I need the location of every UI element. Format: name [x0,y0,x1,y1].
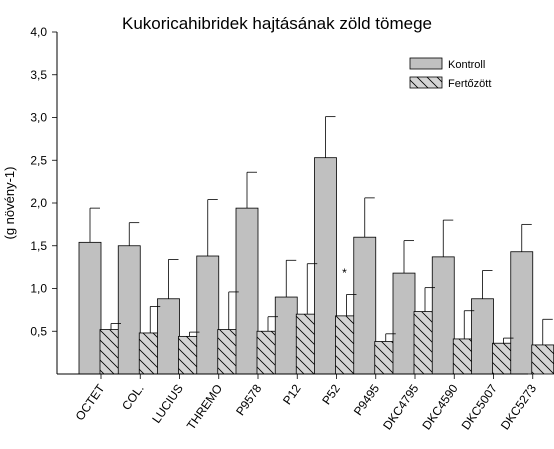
bar-dkc4795-kontroll [392,272,416,375]
y-tick-label: 3,0 [30,111,47,125]
bar-lucius-kontroll [157,298,180,375]
y-tick-label: 3,5 [30,68,47,82]
bar-p9495-kontroll [353,236,377,375]
bar-p52-kontroll [314,157,337,375]
bar-p9578-kontroll [235,207,259,375]
axes-layer [52,31,534,379]
bar-dkc5273-fertozott [531,344,554,375]
x-tick-label: DKC4590 [419,381,460,432]
bar-p12-kontroll [274,296,298,375]
legend: Kontroll Fertőzött [409,57,491,90]
bar-octet-kontroll [78,241,102,375]
y-tick-label: 2,5 [30,153,47,167]
chart-title: Kukoricahibridek hajtásának zöld tömege [122,14,432,33]
x-tick-label: P12 [280,381,304,407]
bar-thremo-kontroll [196,255,220,375]
legend-swatch-kontroll [409,57,443,70]
bar-col-kontroll [117,245,141,375]
bar-dkc5007-kontroll [471,298,494,375]
legend-swatch-fertozott [409,76,443,89]
x-tick-label: THREMO [184,382,225,433]
x-tick-label: COL. [119,382,147,413]
x-tick-label: OCTET [73,381,108,423]
legend-label-kontroll: Kontroll [448,59,485,71]
x-tick-label: DKC5273 [498,381,539,432]
significance-annotation: * [342,266,347,280]
bar-dkc4590-kontroll [431,256,455,375]
y-tick-label: 0,5 [30,324,47,338]
x-tick-label: DKC5007 [459,381,500,432]
bar-dkc5273-kontroll [510,251,534,375]
annotation-layer: * [342,266,347,280]
legend-label-fertozott: Fertőzött [448,78,491,90]
x-tick-label: P9495 [351,381,383,418]
x-tick-label: P9578 [233,381,265,418]
x-tick-label: DKC4795 [380,381,421,432]
y-axis-label: (g növény-1) [2,167,17,240]
bars-layer [78,157,554,375]
y-tick-label: 1,5 [30,239,47,253]
x-tick-label: P52 [319,381,343,407]
x-tick-label: LUCIUS [149,382,186,426]
y-tick-label: 1,0 [30,282,47,296]
y-tick-label: 2,0 [30,196,47,210]
error-bars-layer [89,116,553,345]
y-tick-label: 4,0 [30,25,47,39]
